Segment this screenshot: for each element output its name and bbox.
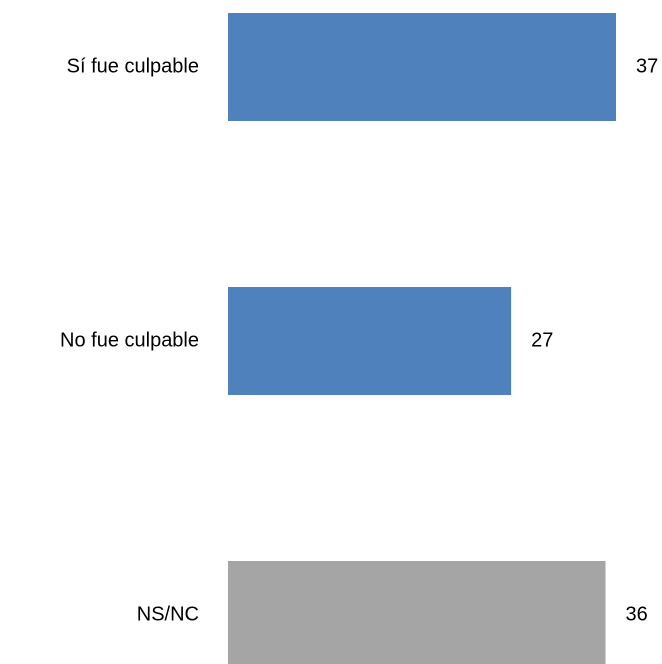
value-label-ns-nc: 36 <box>626 603 648 625</box>
value-label-si-fue-culpable: 37 <box>636 55 658 77</box>
category-label-ns-nc: NS/NC <box>137 603 199 625</box>
value-label-no-fue-culpable: 27 <box>531 329 553 351</box>
bar-no-fue-culpable <box>228 287 512 395</box>
bar-si-fue-culpable <box>228 13 616 121</box>
category-label-si-fue-culpable: Sí fue culpable <box>67 55 199 77</box>
category-label-no-fue-culpable: No fue culpable <box>60 329 199 351</box>
bar-ns-nc <box>228 561 606 664</box>
